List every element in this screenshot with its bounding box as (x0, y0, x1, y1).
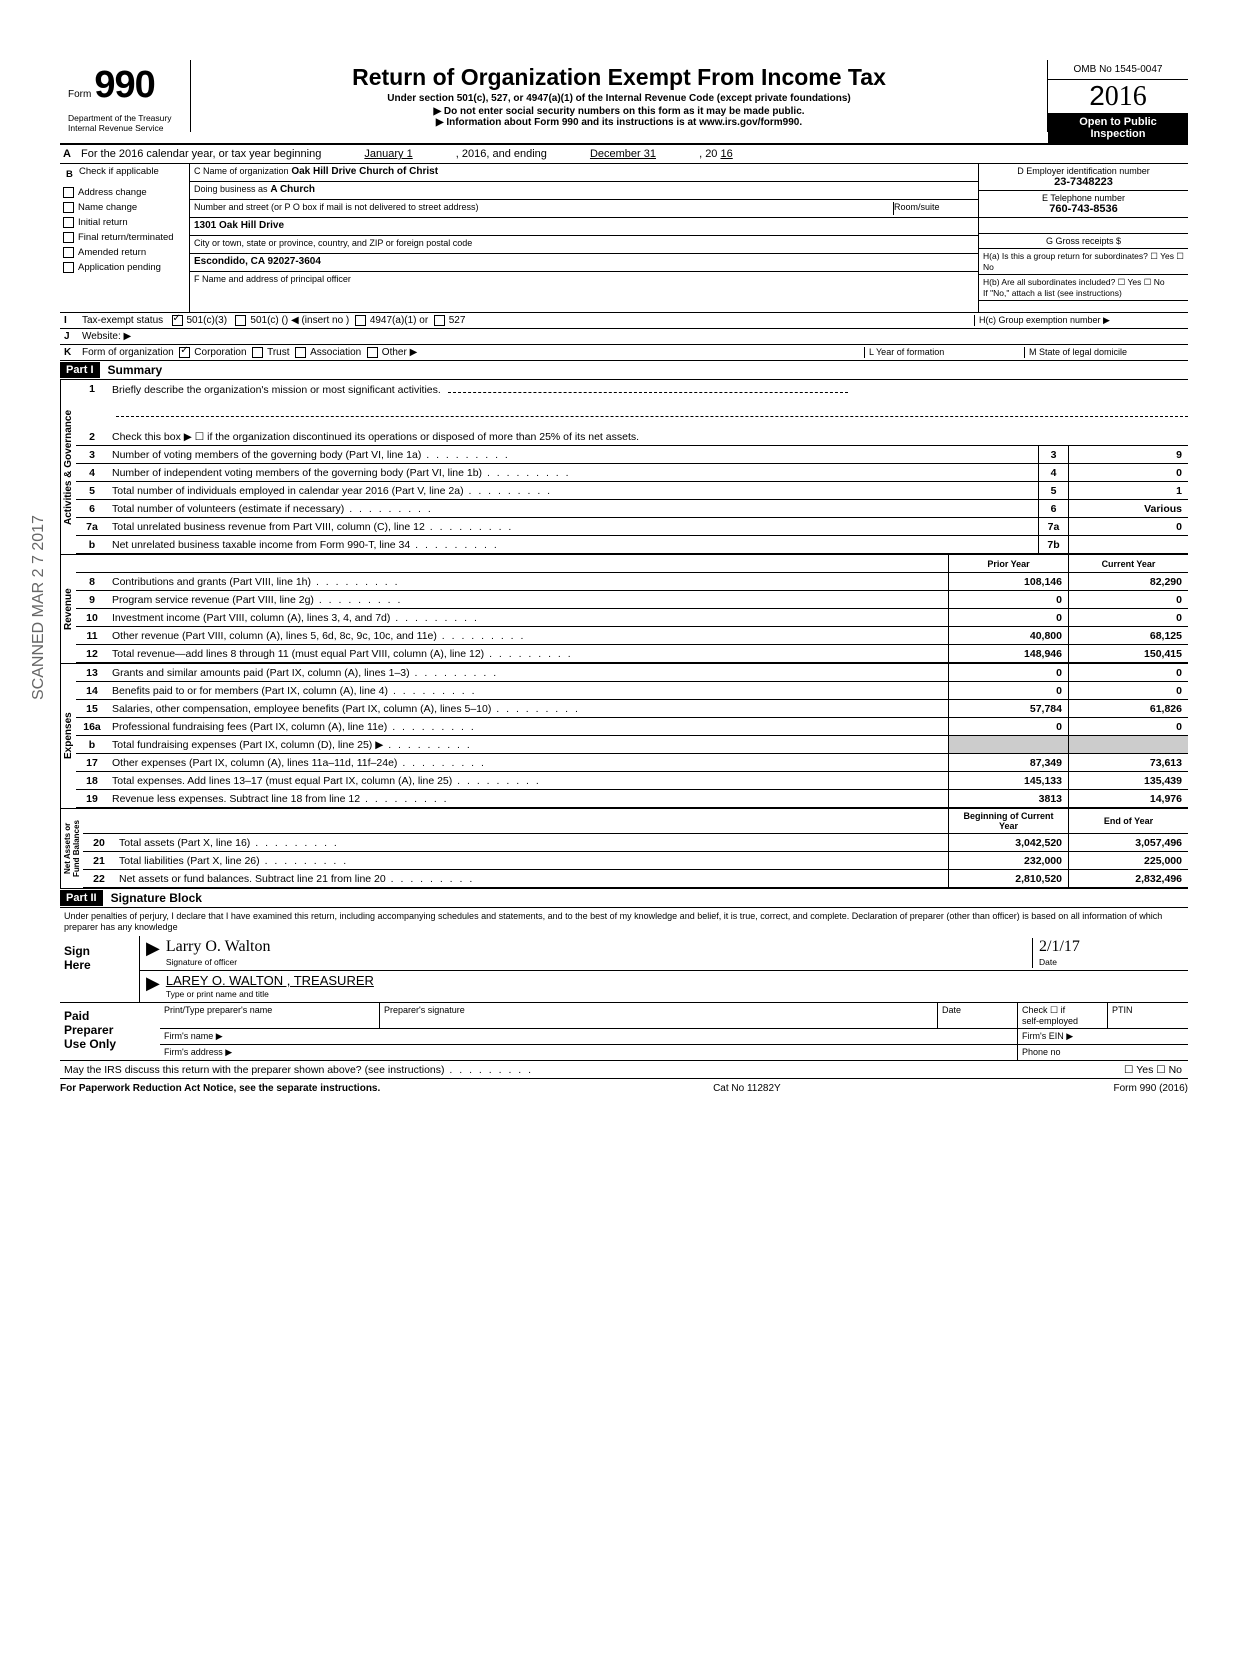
line-6: 6Total number of volunteers (estimate if… (76, 500, 1188, 518)
check-4947[interactable] (355, 315, 366, 326)
form-subtitle-2: ▶ Do not enter social security numbers o… (199, 106, 1039, 117)
row-a-text: For the 2016 calendar year, or tax year … (81, 148, 321, 160)
check-trust[interactable] (252, 347, 263, 358)
form-header: Form 990 Department of the Treasury Inte… (60, 60, 1188, 145)
line-19: 19Revenue less expenses. Subtract line 1… (76, 790, 1188, 808)
row-a: A For the 2016 calendar year, or tax yea… (60, 145, 1188, 164)
dept-text: Department of the Treasury Internal Reve… (68, 113, 182, 133)
revenue-section: Revenue Prior Year Current Year 8Contrib… (60, 555, 1188, 664)
officer-signature: Larry O. Walton (166, 938, 271, 955)
phone-value: 760-743-8536 (1049, 203, 1118, 215)
check-amended-return[interactable]: Amended return (60, 245, 189, 260)
line-14: 14Benefits paid to or for members (Part … (76, 682, 1188, 700)
line-21: 21Total liabilities (Part X, line 26)232… (83, 852, 1188, 870)
officer-name: LAREY O. WALTON , TREASURER (166, 973, 374, 988)
phone-label: E Telephone number (1042, 193, 1125, 203)
ein-label: D Employer identification number (1017, 166, 1150, 176)
governance-section: Activities & Governance 1Briefly describ… (60, 380, 1188, 555)
sig-date: 2/1/17 (1039, 938, 1080, 955)
check-corporation[interactable] (179, 347, 190, 358)
city-state-zip: Escondido, CA 92027-3604 (194, 256, 321, 267)
line-16a: 16aProfessional fundraising fees (Part I… (76, 718, 1188, 736)
tax-year-begin: January 1 (324, 148, 452, 160)
line-18: 18Total expenses. Add lines 13–17 (must … (76, 772, 1188, 790)
omb-number: OMB No 1545-0047 (1048, 60, 1188, 80)
line-4: 4Number of independent voting members of… (76, 464, 1188, 482)
open-inspection: Open to Public Inspection (1048, 113, 1188, 143)
line-13: 13Grants and similar amounts paid (Part … (76, 664, 1188, 682)
line-7a: 7aTotal unrelated business revenue from … (76, 518, 1188, 536)
form-number: 990 (94, 64, 154, 106)
line-b: bTotal fundraising expenses (Part IX, co… (76, 736, 1188, 754)
dba: A Church (270, 184, 315, 195)
col-b-header: Check if applicable (79, 166, 159, 177)
check-initial-return[interactable]: Initial return (60, 215, 189, 230)
expenses-section: Expenses 13Grants and similar amounts pa… (60, 664, 1188, 809)
street-address: 1301 Oak Hill Drive (194, 220, 284, 231)
line-17: 17Other expenses (Part IX, column (A), l… (76, 754, 1188, 772)
line-9: 9Program service revenue (Part VIII, lin… (76, 591, 1188, 609)
check-501c[interactable] (235, 315, 246, 326)
line-15: 15Salaries, other compensation, employee… (76, 700, 1188, 718)
line-b: bNet unrelated business taxable income f… (76, 536, 1188, 554)
irs-discuss-row: May the IRS discuss this return with the… (60, 1061, 1188, 1079)
form-subtitle-1: Under section 501(c), 527, or 4947(a)(1)… (199, 93, 1039, 104)
row-k: K Form of organization Corporation Trust… (60, 345, 1188, 361)
scan-stamp: SCANNED MAR 2 7 2017 (30, 515, 48, 700)
netassets-section: Net Assets or Fund Balances Beginning of… (60, 809, 1188, 889)
form-subtitle-3: ▶ Information about Form 990 and its ins… (199, 117, 1039, 128)
ein-value: 23-7348223 (1054, 176, 1113, 188)
signature-block: Under penalties of perjury, I declare th… (60, 908, 1188, 1003)
paid-preparer-block: Paid Preparer Use Only Print/Type prepar… (60, 1003, 1188, 1061)
part-1-header: Part I Summary (60, 361, 1188, 380)
check-name-change[interactable]: Name change (60, 200, 189, 215)
line-11: 11Other revenue (Part VIII, column (A), … (76, 627, 1188, 645)
line-8: 8Contributions and grants (Part VIII, li… (76, 573, 1188, 591)
part-2-header: Part II Signature Block (60, 889, 1188, 908)
section-bcd: BCheck if applicable Address change Name… (60, 164, 1188, 313)
line-20: 20Total assets (Part X, line 16)3,042,52… (83, 834, 1188, 852)
org-name: Oak Hill Drive Church of Christ (291, 166, 438, 177)
check-address-change[interactable]: Address change (60, 185, 189, 200)
form-title: Return of Organization Exempt From Incom… (199, 64, 1039, 91)
line-3: 3Number of voting members of the governi… (76, 446, 1188, 464)
check-501c3[interactable] (172, 315, 183, 326)
gross-receipts-label: G Gross receipts $ (1046, 236, 1121, 246)
row-i: I Tax-exempt status 501(c)(3) 501(c) () … (60, 313, 1188, 329)
form-footer: For Paperwork Reduction Act Notice, see … (60, 1079, 1188, 1098)
check-527[interactable] (434, 315, 445, 326)
line-10: 10Investment income (Part VIII, column (… (76, 609, 1188, 627)
check-final-return[interactable]: Final return/terminated (60, 230, 189, 245)
tax-year-end: December 31 (550, 148, 696, 160)
line-5: 5Total number of individuals employed in… (76, 482, 1188, 500)
check-other[interactable] (367, 347, 378, 358)
tax-year: 2016 (1048, 80, 1188, 113)
line-22: 22Net assets or fund balances. Subtract … (83, 870, 1188, 888)
check-application-pending[interactable]: Application pending (60, 260, 189, 275)
check-association[interactable] (295, 347, 306, 358)
row-j: J Website: ▶ (60, 329, 1188, 345)
form-word: Form (68, 89, 91, 100)
line-12: 12Total revenue—add lines 8 through 11 (… (76, 645, 1188, 663)
